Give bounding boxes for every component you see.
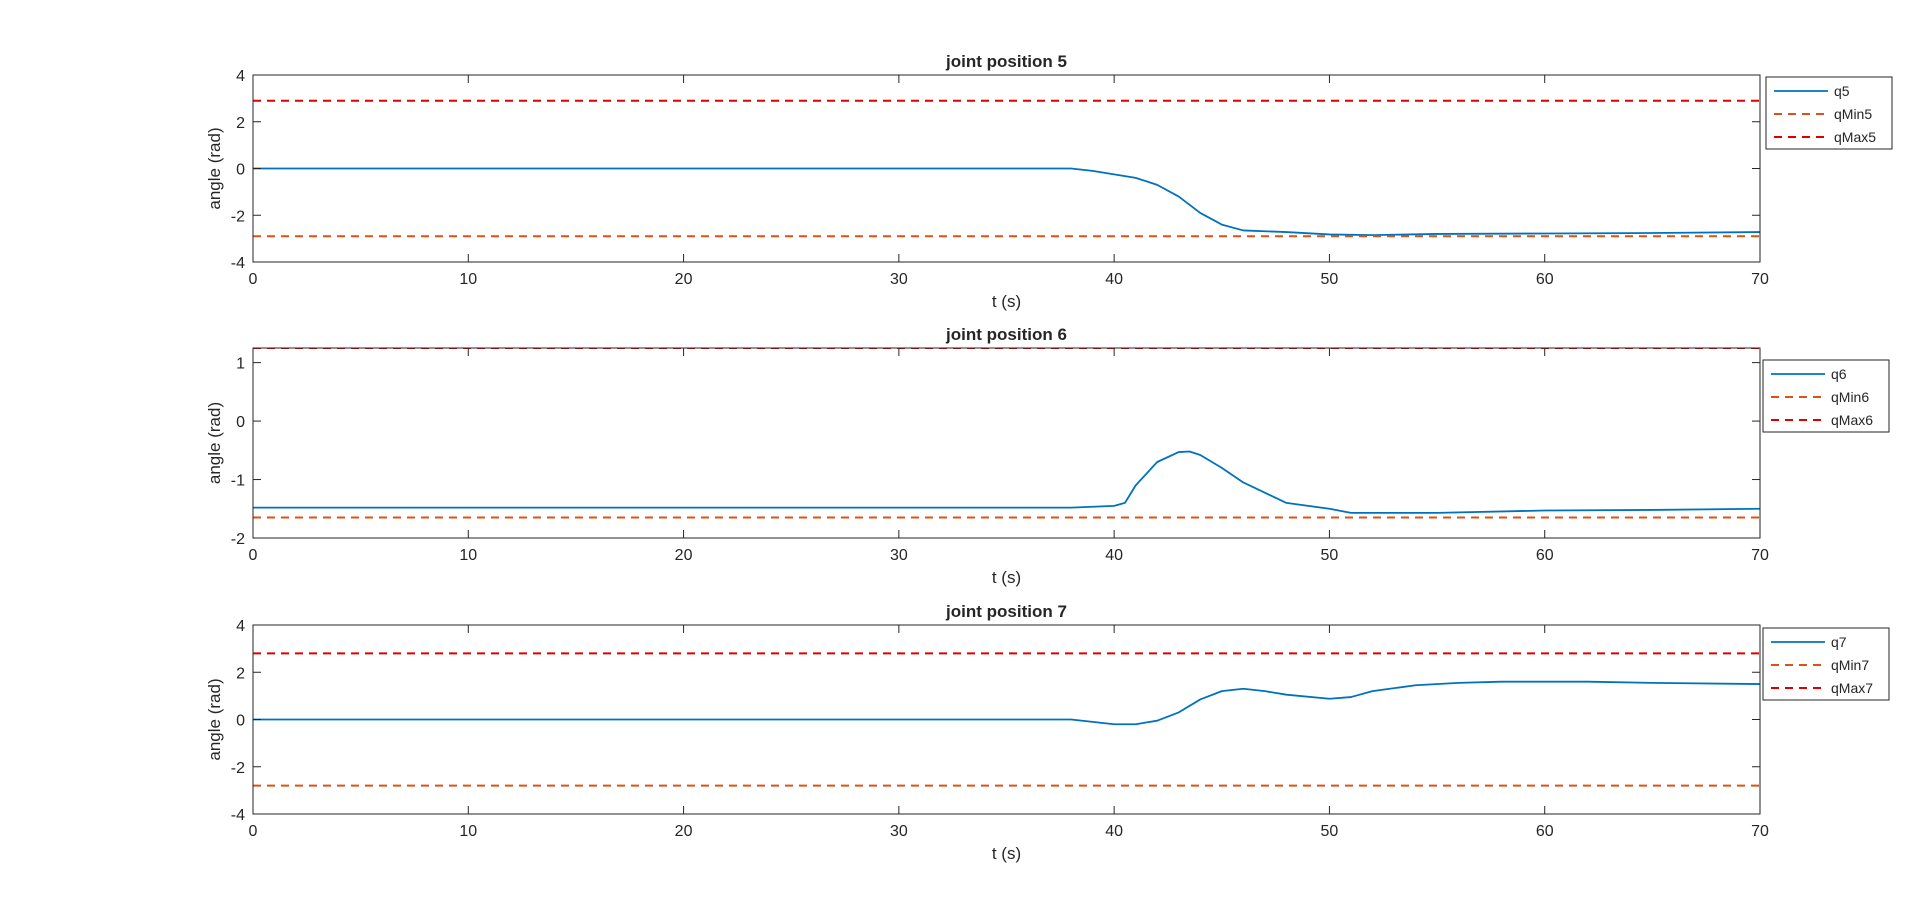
- x-tick-label: 10: [459, 547, 477, 564]
- x-tick-label: 10: [459, 271, 477, 288]
- x-tick-label: 50: [1321, 823, 1339, 840]
- y-tick-label: -2: [231, 760, 245, 777]
- y-tick-label: 2: [236, 665, 245, 682]
- x-tick-label: 20: [675, 271, 693, 288]
- x-tick-label: 50: [1321, 271, 1339, 288]
- legend-label-q5: q5: [1834, 83, 1850, 99]
- y-tick-label: -2: [231, 531, 245, 548]
- x-tick-label: 60: [1536, 271, 1554, 288]
- series-line-q7: [253, 680, 1760, 726]
- x-tick-label: 0: [249, 547, 258, 564]
- y-axis-label-2: angle (rad): [205, 402, 224, 484]
- y-tick-label: -4: [231, 807, 245, 824]
- x-tick-label: 0: [249, 823, 258, 840]
- x-tick-label: 30: [890, 547, 908, 564]
- x-tick-label: 30: [890, 271, 908, 288]
- legend-box-1: [1765, 76, 1893, 150]
- x-tick-label: 70: [1751, 271, 1769, 288]
- legend-label-qMin6: qMin6: [1831, 389, 1869, 405]
- legend-label-qMin7: qMin7: [1831, 657, 1869, 673]
- axes-box-2: [252, 347, 1761, 539]
- x-tick-label: 70: [1751, 547, 1769, 564]
- y-tick-label: 0: [236, 414, 245, 431]
- y-tick-label: 0: [236, 162, 245, 179]
- x-tick-label: 40: [1105, 271, 1123, 288]
- subplot-3: 0 10 20 30 40 50 60 70 -4 -2 0 2 4 joint position 7 t …: [205, 602, 1890, 863]
- y-tick-label: 0: [236, 713, 245, 730]
- y-tick-label: 4: [236, 68, 245, 85]
- x-tick-label: 60: [1536, 547, 1554, 564]
- x-tick-label: 20: [675, 547, 693, 564]
- y-tick-label: 4: [236, 618, 245, 635]
- x-axis-label-1: t (s): [992, 292, 1021, 311]
- legend-label-q7: q7: [1831, 634, 1847, 650]
- x-tick-label: 40: [1105, 823, 1123, 840]
- x-tick-label: 10: [459, 823, 477, 840]
- x-axis-label-2: t (s): [992, 568, 1021, 587]
- x-tick-label: 70: [1751, 823, 1769, 840]
- y-tick-label: 2: [236, 115, 245, 132]
- legend-box-2: [1762, 359, 1890, 433]
- subplot-2: 0 10 20 30 40 50 60 70 -2 -1 0 1 joint position 6 t (…: [205, 325, 1890, 587]
- x-tick-label: 30: [890, 823, 908, 840]
- chart-title-3: joint position 7: [945, 602, 1067, 621]
- legend-label-qMax6: qMax6: [1831, 412, 1873, 428]
- chart-title-2: joint position 6: [945, 325, 1067, 344]
- y-tick-label: 1: [236, 356, 245, 373]
- x-tick-label: 60: [1536, 823, 1554, 840]
- x-tick-label: 40: [1105, 547, 1123, 564]
- x-tick-label: 20: [675, 823, 693, 840]
- y-tick-label: -4: [231, 255, 245, 272]
- plot-area-2: [253, 348, 1760, 538]
- y-tick-label: -1: [231, 473, 245, 490]
- legend-label-qMax5: qMax5: [1834, 129, 1876, 145]
- legend-label-qMin5: qMin5: [1834, 106, 1872, 122]
- y-axis-label-1: angle (rad): [205, 127, 224, 209]
- chart-title-1: joint position 5: [945, 52, 1067, 71]
- y-tick-label: -2: [231, 208, 245, 225]
- series-line-q6: [253, 450, 1760, 514]
- subplot-1: 0 10 20 30 40 50 60 70 -4 -2 0 2 4 joint position 5 t …: [205, 52, 1893, 311]
- legend-label-qMax7: qMax7: [1831, 680, 1873, 696]
- legend-3[interactable]: q7 qMin7 qMax7: [1762, 627, 1890, 701]
- legend-box-3: [1762, 627, 1890, 701]
- x-tick-label: 50: [1321, 547, 1339, 564]
- legend-1[interactable]: q5 qMin5 qMax5: [1765, 76, 1893, 150]
- x-tick-label: 0: [249, 271, 258, 288]
- y-axis-label-3: angle (rad): [205, 678, 224, 760]
- series-line-q5: [253, 167, 1760, 237]
- legend-2[interactable]: q6 qMin6 qMax6: [1762, 359, 1890, 433]
- legend-label-q6: q6: [1831, 366, 1847, 382]
- x-axis-label-3: t (s): [992, 844, 1021, 863]
